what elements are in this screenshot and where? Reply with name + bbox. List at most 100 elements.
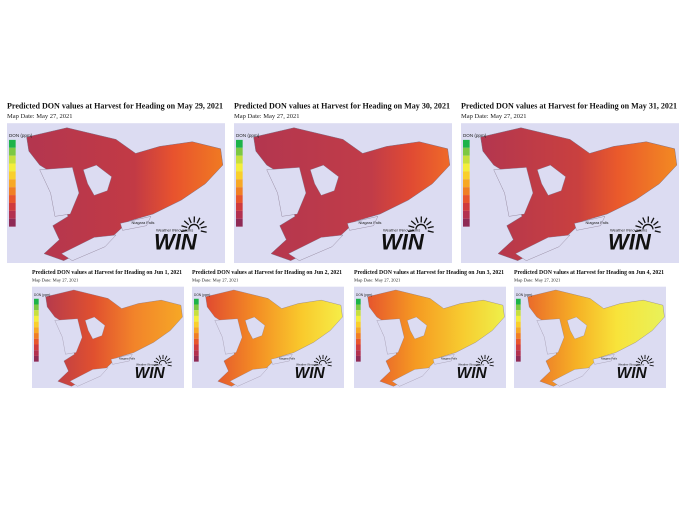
map-panel: Predicted DON values at Harvest for Head…: [192, 270, 344, 388]
sun-ray: [326, 358, 331, 362]
sun-arc: [415, 223, 427, 230]
logo-subtitle: Weather INnovations: [458, 362, 485, 366]
legend-swatch: [236, 163, 243, 172]
georgian-bay: [567, 316, 588, 340]
lake-huron: [54, 318, 83, 355]
sun-ray: [489, 364, 494, 367]
panel-title: Predicted DON values at Harvest for Head…: [32, 270, 182, 276]
lake-ontario: [432, 354, 455, 365]
sun-ray: [166, 358, 171, 362]
sun-ray: [200, 225, 207, 229]
sun-ray: [475, 360, 481, 364]
legend-swatch: [194, 333, 199, 339]
logo-sun: [408, 216, 434, 233]
sun-arc: [318, 360, 327, 365]
sun-ray: [408, 225, 415, 229]
sun-ray: [315, 357, 320, 362]
logo-text: WIN: [608, 229, 652, 254]
sun-ray: [410, 220, 417, 226]
lake-erie: [69, 367, 109, 387]
legend-swatch: [34, 338, 39, 345]
lake-huron: [493, 167, 534, 217]
georgian-bay: [310, 164, 339, 196]
legend-swatch: [463, 147, 470, 156]
legend-swatch: [463, 139, 470, 148]
panel-title: Predicted DON values at Harvest for Head…: [234, 101, 450, 111]
sun-ray: [653, 220, 659, 226]
place-label: Niagara Falls: [586, 220, 609, 225]
sun-arc: [480, 360, 489, 365]
legend-title: DON (ppm): [9, 133, 33, 138]
sun-ray: [477, 357, 482, 362]
sun-ray: [654, 225, 661, 229]
legend-swatch: [356, 355, 361, 362]
sun-ray: [196, 217, 201, 224]
map: [234, 123, 452, 263]
logo-subtitle: Weather INnovations: [136, 362, 163, 366]
sun-ray: [167, 364, 172, 367]
legend-swatch: [34, 344, 39, 351]
legend-swatch: [34, 315, 39, 322]
legend-swatch: [34, 310, 39, 316]
map: [7, 123, 225, 263]
legend-swatch: [516, 355, 521, 362]
sun-ray: [648, 358, 653, 362]
legend-swatch: [463, 202, 470, 211]
place-label: Niagara Falls: [119, 357, 136, 361]
sun-ray: [408, 229, 415, 233]
sun-ray: [167, 361, 172, 364]
legend-swatch: [9, 147, 16, 156]
lake-ontario: [110, 354, 133, 365]
legend-swatch: [194, 338, 199, 345]
map-date: Map Date: May 27, 2021: [461, 113, 527, 120]
legend-swatch: [463, 187, 470, 196]
panel-title: Predicted DON values at Harvest for Head…: [461, 101, 677, 111]
legend-swatch: [194, 344, 199, 351]
legend-swatch: [516, 315, 521, 322]
logo-sun: [313, 354, 332, 367]
sun-ray: [480, 355, 484, 360]
lake-erie: [551, 367, 591, 387]
lake-huron: [266, 167, 307, 217]
sun-ray: [181, 229, 188, 233]
map: [192, 286, 344, 388]
lake-ontario: [120, 216, 152, 231]
legend-swatch: [516, 304, 521, 311]
lake-ontario: [574, 216, 606, 231]
legend-title: DON (ppm): [34, 293, 50, 297]
sun-ray: [158, 355, 162, 360]
legend-swatch: [9, 171, 16, 180]
legend-swatch: [9, 210, 16, 219]
sun-ray: [415, 217, 419, 224]
sun-ray: [635, 229, 642, 233]
legend-swatch: [516, 333, 521, 339]
sun-ray: [426, 220, 432, 226]
map-date: Map Date: May 27, 2021: [514, 278, 561, 284]
legend-swatch: [194, 298, 199, 305]
sun-ray: [318, 355, 322, 360]
sun-ray: [649, 364, 654, 367]
legend-swatch: [34, 350, 39, 356]
panel-title: Predicted DON values at Harvest for Head…: [354, 270, 504, 276]
legend-swatch: [463, 179, 470, 188]
logo-text: WIN: [154, 229, 198, 254]
sun-ray: [637, 357, 642, 362]
sun-ray: [649, 361, 654, 364]
map-panel: Predicted DON values at Harvest for Head…: [354, 270, 506, 388]
map-panel: Predicted DON values at Harvest for Head…: [461, 101, 679, 263]
sun-ray: [640, 355, 644, 360]
legend-swatch: [236, 179, 243, 188]
legend-swatch: [356, 333, 361, 339]
legend-swatch: [356, 344, 361, 351]
legend-swatch: [194, 310, 199, 316]
logo-subtitle: Weather INnovations: [618, 362, 645, 366]
place-label: Niagara Falls: [279, 357, 296, 361]
sun-ray: [153, 360, 159, 364]
logo-text: WIN: [295, 365, 326, 382]
sun-ray: [486, 355, 490, 360]
lake-ontario: [592, 354, 615, 365]
legend-swatch: [463, 163, 470, 172]
sun-ray: [153, 364, 158, 366]
lake-erie: [515, 234, 571, 261]
